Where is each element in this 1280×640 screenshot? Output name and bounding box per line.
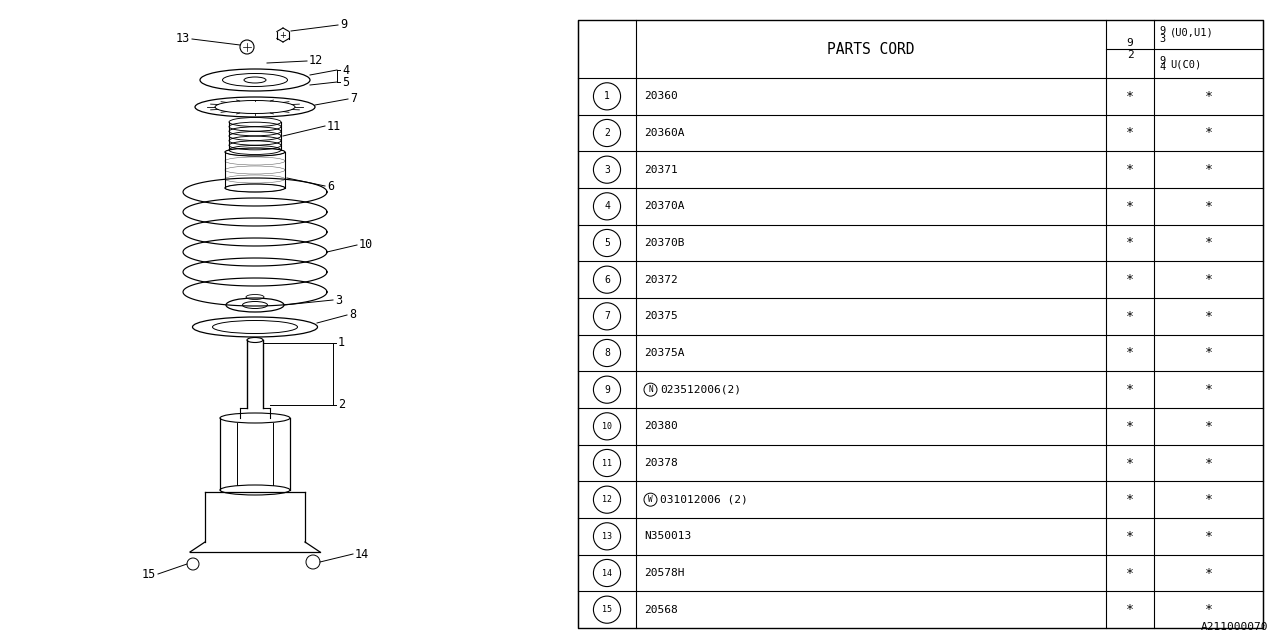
Text: 20370A: 20370A — [644, 202, 685, 211]
Text: *: * — [1204, 200, 1212, 213]
Text: 11: 11 — [326, 120, 342, 132]
Text: 5: 5 — [604, 238, 611, 248]
Text: 13: 13 — [175, 33, 189, 45]
Text: *: * — [1204, 310, 1212, 323]
Text: *: * — [1126, 566, 1134, 579]
Text: 20578H: 20578H — [644, 568, 685, 578]
Text: *: * — [1126, 127, 1134, 140]
Text: 20371: 20371 — [644, 164, 677, 175]
Text: 20568: 20568 — [644, 605, 677, 614]
Text: 7: 7 — [349, 93, 357, 106]
Text: 15: 15 — [602, 605, 612, 614]
Text: 14: 14 — [602, 568, 612, 577]
Text: *: * — [1126, 383, 1134, 396]
Text: 20370B: 20370B — [644, 238, 685, 248]
Text: 8: 8 — [604, 348, 611, 358]
Text: 5: 5 — [342, 76, 349, 88]
Text: N350013: N350013 — [644, 531, 691, 541]
Text: *: * — [1126, 163, 1134, 176]
Text: 3: 3 — [335, 294, 342, 307]
Text: *: * — [1126, 200, 1134, 213]
Text: *: * — [1204, 530, 1212, 543]
Text: 11: 11 — [602, 458, 612, 467]
Text: 20380: 20380 — [644, 421, 677, 431]
Text: 9: 9 — [1158, 56, 1165, 65]
Text: *: * — [1204, 493, 1212, 506]
Text: 2: 2 — [338, 399, 346, 412]
Text: *: * — [1204, 237, 1212, 250]
Text: +: + — [279, 31, 287, 40]
Text: *: * — [1126, 456, 1134, 470]
Text: 6: 6 — [604, 275, 611, 285]
Text: *: * — [1204, 456, 1212, 470]
Text: *: * — [1204, 346, 1212, 360]
Text: A211000070: A211000070 — [1201, 622, 1268, 632]
Text: 14: 14 — [355, 547, 369, 561]
Text: *: * — [1126, 310, 1134, 323]
Text: *: * — [1204, 566, 1212, 579]
Text: 4: 4 — [1158, 63, 1165, 72]
Text: *: * — [1126, 237, 1134, 250]
Text: PARTS CORD: PARTS CORD — [827, 42, 915, 56]
Text: *: * — [1126, 90, 1134, 103]
Text: U(C0): U(C0) — [1170, 60, 1201, 70]
Text: N: N — [648, 385, 653, 394]
Text: *: * — [1204, 420, 1212, 433]
Text: 031012006 (2): 031012006 (2) — [660, 495, 748, 505]
Text: 12: 12 — [308, 54, 324, 67]
Text: 20360A: 20360A — [644, 128, 685, 138]
Text: 9: 9 — [340, 19, 347, 31]
Text: 4: 4 — [342, 63, 349, 77]
Text: 8: 8 — [349, 308, 356, 321]
Text: *: * — [1204, 90, 1212, 103]
Text: W: W — [648, 495, 653, 504]
Text: 20375: 20375 — [644, 311, 677, 321]
Text: 1: 1 — [604, 92, 611, 101]
Text: *: * — [1204, 127, 1212, 140]
Text: 7: 7 — [604, 311, 611, 321]
Text: *: * — [1126, 603, 1134, 616]
Text: *: * — [1126, 493, 1134, 506]
Text: 9: 9 — [1158, 26, 1165, 36]
Text: 20372: 20372 — [644, 275, 677, 285]
Text: *: * — [1204, 383, 1212, 396]
Text: *: * — [1126, 420, 1134, 433]
Text: 9: 9 — [604, 385, 611, 395]
Text: 13: 13 — [602, 532, 612, 541]
Text: 12: 12 — [602, 495, 612, 504]
Text: *: * — [1126, 530, 1134, 543]
Text: 1: 1 — [338, 337, 346, 349]
Text: *: * — [1204, 603, 1212, 616]
Text: 3: 3 — [1158, 33, 1165, 44]
Bar — [579, 20, 1263, 628]
Text: 20375A: 20375A — [644, 348, 685, 358]
Text: 6: 6 — [326, 179, 334, 193]
Text: *: * — [1204, 163, 1212, 176]
Text: *: * — [1126, 346, 1134, 360]
Text: 20378: 20378 — [644, 458, 677, 468]
Text: (U0,U1): (U0,U1) — [1170, 28, 1213, 38]
Text: *: * — [1204, 273, 1212, 286]
Text: 4: 4 — [604, 202, 611, 211]
Text: 10: 10 — [358, 239, 374, 252]
Text: 3: 3 — [604, 164, 611, 175]
Text: 20360: 20360 — [644, 92, 677, 101]
Text: 9
2: 9 2 — [1126, 38, 1133, 60]
Text: 10: 10 — [602, 422, 612, 431]
Text: 023512006(2): 023512006(2) — [660, 385, 741, 395]
Text: 15: 15 — [142, 568, 156, 580]
Text: 2: 2 — [604, 128, 611, 138]
Text: *: * — [1126, 273, 1134, 286]
